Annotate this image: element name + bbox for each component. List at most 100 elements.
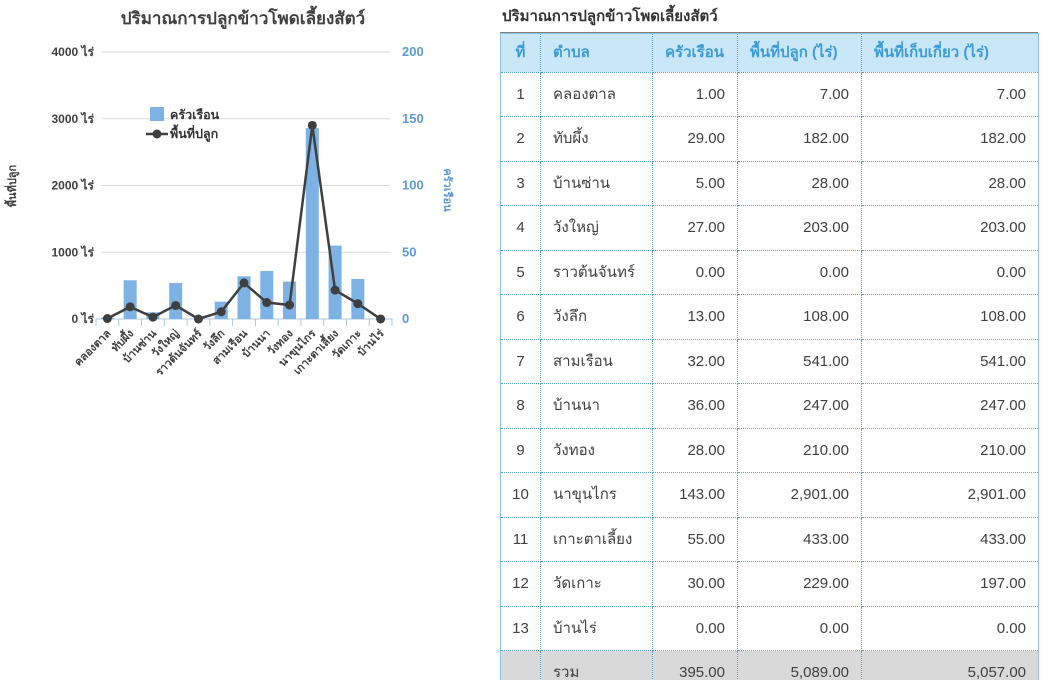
table-cell: 0.00: [861, 605, 1039, 651]
chart-panel: 0 ไร่ 0 1000 ไร่ 50 2000 ไร่ 100 3000 ไร่ 150 40…: [0, 0, 500, 430]
table-cell: 2,901.00: [861, 472, 1039, 518]
line-point: [216, 307, 226, 317]
table-cell: 182.00: [737, 116, 862, 162]
table-cell: 143.00: [652, 472, 738, 518]
right-axis-tick: 200: [402, 44, 424, 59]
table-row: 6 วังลึก 13.00 108.00 108.00: [500, 294, 1039, 340]
table-cell: 1: [500, 71, 541, 117]
table-cell: วังใหญ่: [540, 205, 653, 251]
table-row: 4 วังใหญ่ 27.00 203.00 203.00: [500, 205, 1039, 251]
table-cell: ทับผึ้ง: [540, 116, 653, 162]
table-cell: 2: [500, 116, 541, 162]
table-row: 10 นาขุนไกร 143.00 2,901.00 2,901.00: [500, 472, 1039, 518]
table-body: 1 คลองตาล 1.00 7.00 7.00 2 ทับผึ้ง 29.00 182.00 1…: [500, 71, 1039, 651]
table-cell: ราวต้นจันทร์: [540, 249, 653, 295]
left-axis-tick: 3000 ไร่: [51, 111, 94, 126]
x-axis-label: บ้านไร่: [354, 326, 387, 359]
line-point: [148, 312, 158, 322]
table-cell: 541.00: [737, 338, 862, 384]
total-cell: 5,089.00: [737, 650, 862, 680]
legend-label: ครัวเรือน: [170, 108, 220, 122]
left-axis-tick: 2000 ไร่: [51, 178, 94, 193]
table-row: 5 ราวต้นจันทร์ 0.00 0.00 0.00: [500, 249, 1039, 295]
bar: [351, 278, 365, 319]
table-cell: เกาะตาเลี้ยง: [540, 516, 653, 562]
table-cell: 11: [500, 516, 541, 562]
table-cell: สามเรือน: [540, 338, 653, 384]
table-cell: 32.00: [652, 338, 738, 384]
left-axis-title: พื้นที่ปลูก: [4, 164, 20, 207]
table-row: 13 บ้านไร่ 0.00 0.00 0.00: [500, 605, 1039, 651]
legend-label: พื้นที่ปลูก: [170, 124, 218, 142]
table-title: ปริมาณการปลูกข้าวโพดเลี้ยงสัตว์: [500, 2, 1038, 33]
table-cell: 0.00: [737, 249, 862, 295]
bar: [260, 270, 274, 319]
table-cell: 5.00: [652, 160, 738, 206]
table-row: 12 วัดเกาะ 30.00 229.00 197.00: [500, 561, 1039, 607]
table-cell: 210.00: [861, 427, 1039, 473]
right-axis-tick: 150: [402, 111, 424, 126]
table-cell: 197.00: [861, 561, 1039, 607]
table-row: 2 ทับผึ้ง 29.00 182.00 182.00: [500, 116, 1039, 162]
table-cell: 13: [500, 605, 541, 651]
data-table: ที่ ตำบล ครัวเรือน พื้นที่ปลูก (ไร่) พื้นที่…: [500, 33, 1039, 680]
table-cell: 433.00: [737, 516, 862, 562]
chart-title: ปริมาณการปลูกข้าวโพดเลี้ยงสัตว์: [121, 5, 365, 30]
table-cell: 229.00: [737, 561, 862, 607]
line-point: [262, 298, 272, 308]
table-cell: 0.00: [737, 605, 862, 651]
table-cell: 3: [500, 160, 541, 206]
table-cell: 7.00: [861, 71, 1039, 117]
table-panel: ปริมาณการปลูกข้าวโพดเลี้ยงสัตว์ ที่ ตำบลค…: [500, 2, 1039, 680]
table-cell: วัดเกาะ: [540, 561, 653, 607]
table-cell: 2,901.00: [737, 472, 862, 518]
right-axis-tick: 100: [402, 178, 424, 193]
line-point: [353, 299, 363, 309]
table-cell: 28.00: [861, 160, 1039, 206]
right-axis-tick: 50: [402, 244, 416, 259]
table-cell: 27.00: [652, 205, 738, 251]
header-row: ที่ ตำบล ครัวเรือน พื้นที่ปลูก (ไร่) พื้นที่…: [500, 33, 1039, 73]
table-cell: 7.00: [737, 71, 862, 117]
right-axis-tick: 0: [402, 311, 409, 326]
line-point: [171, 300, 181, 310]
table-cell: 5: [500, 249, 541, 295]
table-cell: 108.00: [737, 294, 862, 340]
x-axis-label: คลองตาล: [72, 327, 113, 368]
column-header: พื้นที่ปลูก (ไร่): [737, 33, 862, 73]
column-header: ครัวเรือน: [652, 33, 738, 73]
table-cell: 1.00: [652, 71, 738, 117]
line-point: [193, 314, 203, 324]
table-cell: 0.00: [652, 249, 738, 295]
line-point: [307, 120, 317, 130]
line-point: [102, 314, 112, 324]
total-cell: รวม: [540, 650, 653, 680]
total-row: รวม 395.00 5,089.00 5,057.00: [500, 650, 1039, 680]
total-cell: 395.00: [652, 650, 738, 680]
table-cell: 541.00: [861, 338, 1039, 384]
table-head: ที่ ตำบล ครัวเรือน พื้นที่ปลูก (ไร่) พื้นที่…: [500, 33, 1039, 73]
table-cell: 182.00: [861, 116, 1039, 162]
line-point: [125, 302, 135, 312]
column-header: ตำบล: [540, 33, 653, 73]
table-cell: 6: [500, 294, 541, 340]
table-cell: 9: [500, 427, 541, 473]
table-cell: 210.00: [737, 427, 862, 473]
table-cell: 28.00: [652, 427, 738, 473]
table-cell: 203.00: [861, 205, 1039, 251]
table-cell: 29.00: [652, 116, 738, 162]
legend-line-marker: [152, 129, 162, 139]
combo-chart: 0 ไร่ 0 1000 ไร่ 50 2000 ไร่ 100 3000 ไร่ 150 40…: [4, 5, 454, 379]
table-cell: นาขุนไกร: [540, 472, 653, 518]
right-axis-title: ครัวเรือน: [441, 168, 454, 212]
table-row: 11 เกาะตาเลี้ยง 55.00 433.00 433.00: [500, 516, 1039, 562]
table-cell: คลองตาล: [540, 71, 653, 117]
table-foot: รวม 395.00 5,089.00 5,057.00: [500, 650, 1039, 680]
table-cell: บ้านนา: [540, 383, 653, 429]
table-cell: 247.00: [861, 383, 1039, 429]
table-cell: 10: [500, 472, 541, 518]
table-cell: 36.00: [652, 383, 738, 429]
table-row: 3 บ้านซ่าน 5.00 28.00 28.00: [500, 160, 1039, 206]
line-point: [376, 314, 386, 324]
